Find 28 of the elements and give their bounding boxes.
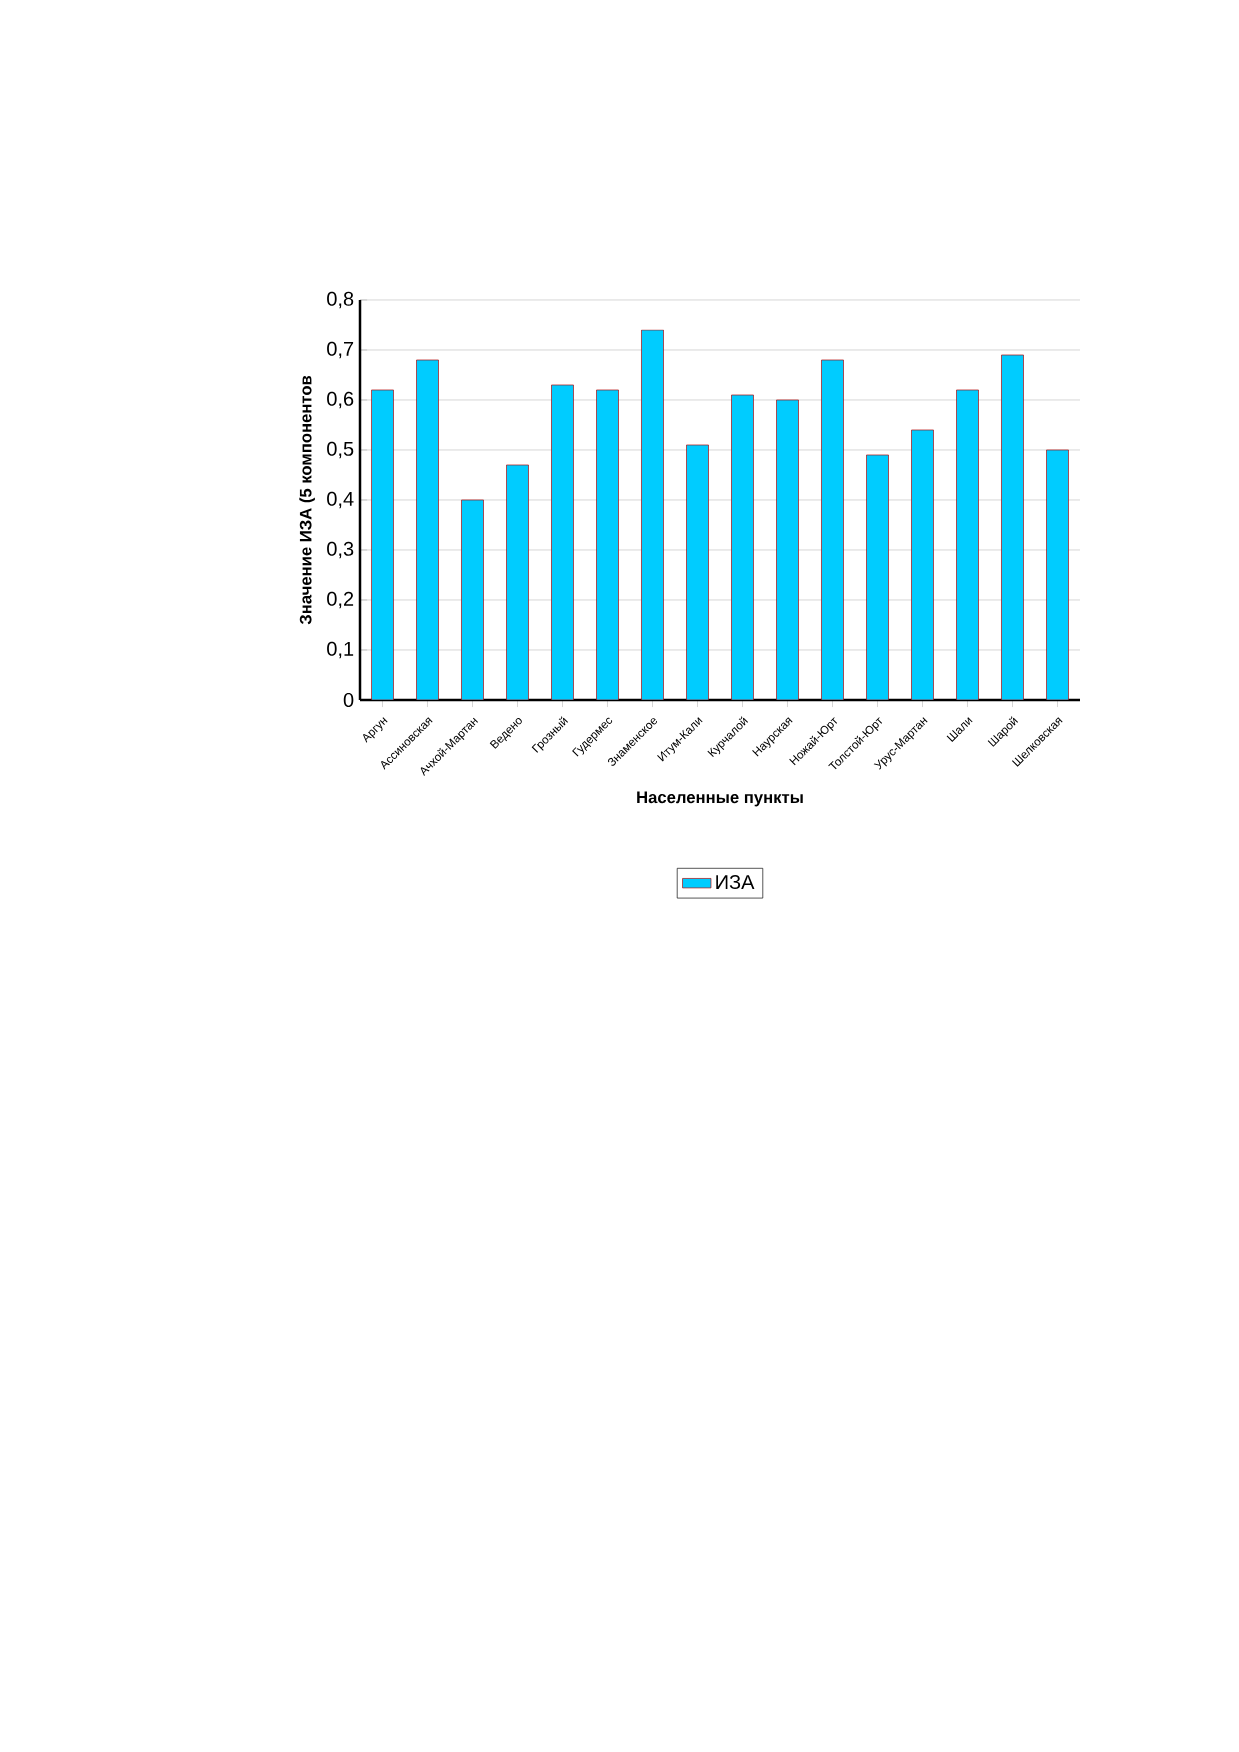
y-tick-label: 0,3 [327,541,354,559]
x-axis-title: Населенные пункты [637,791,803,807]
bar [1046,449,1069,700]
legend-label: ИЗА [716,874,755,890]
bar [596,389,619,700]
y-tick-label: 0 [343,692,354,708]
y-tick-label: 0,1 [327,641,354,659]
y-tick-label: 0,4 [327,491,354,509]
bar [821,359,844,700]
y-axis-title: Значение ИЗА (5 компонентов [299,375,315,625]
bar [956,389,979,700]
bar [1001,354,1024,700]
bar [776,399,799,700]
bar [731,394,754,700]
bar [416,359,439,700]
bar [551,384,574,700]
bar [506,464,529,700]
bar [686,444,709,700]
bar [911,429,934,700]
bar [866,454,889,700]
y-tick-label: 0,2 [327,591,354,609]
bar [641,329,664,700]
y-tick-label: 0,6 [327,391,354,409]
y-tick-label: 0,8 [327,291,354,309]
bar [371,389,394,700]
y-tick-label: 0,5 [327,441,354,459]
y-tick-label: 0,7 [327,341,354,359]
bar [461,499,484,700]
